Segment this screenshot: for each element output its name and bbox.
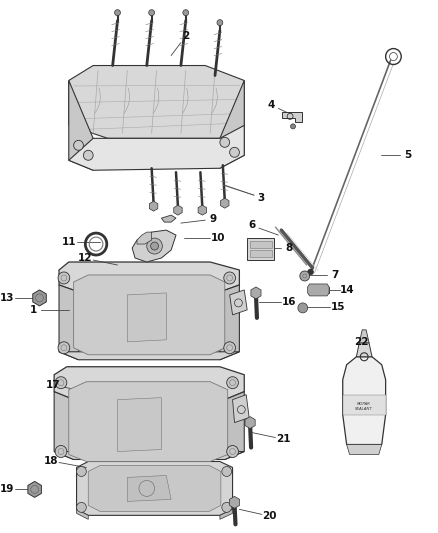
Polygon shape — [77, 462, 233, 515]
Polygon shape — [74, 275, 225, 355]
Circle shape — [115, 10, 120, 15]
Polygon shape — [127, 293, 166, 342]
Circle shape — [58, 342, 70, 354]
Text: 14: 14 — [340, 285, 355, 295]
Polygon shape — [28, 481, 42, 497]
Polygon shape — [161, 215, 176, 222]
Polygon shape — [54, 392, 74, 459]
Text: 10: 10 — [211, 233, 225, 243]
Polygon shape — [233, 394, 249, 423]
Polygon shape — [221, 198, 229, 208]
Circle shape — [298, 303, 307, 313]
Text: 5: 5 — [404, 150, 412, 160]
Circle shape — [58, 272, 70, 284]
Polygon shape — [54, 451, 244, 459]
Polygon shape — [33, 290, 46, 306]
Text: 9: 9 — [209, 214, 216, 224]
Polygon shape — [346, 445, 382, 455]
Text: 21: 21 — [276, 434, 290, 444]
Text: 18: 18 — [44, 456, 59, 466]
Circle shape — [217, 20, 223, 26]
Bar — [250, 241, 272, 248]
Text: 19: 19 — [0, 484, 14, 495]
Circle shape — [300, 271, 310, 281]
Text: 15: 15 — [331, 302, 345, 312]
Circle shape — [147, 238, 162, 254]
Circle shape — [151, 242, 159, 250]
Circle shape — [55, 446, 67, 457]
Polygon shape — [137, 232, 152, 244]
Circle shape — [55, 377, 67, 389]
Polygon shape — [220, 285, 240, 360]
Text: 4: 4 — [268, 100, 275, 110]
Text: 2: 2 — [182, 31, 189, 41]
Text: 12: 12 — [78, 254, 93, 263]
Polygon shape — [198, 205, 207, 215]
Circle shape — [307, 269, 314, 275]
Circle shape — [77, 466, 86, 477]
Circle shape — [220, 138, 230, 147]
Polygon shape — [343, 357, 385, 445]
Polygon shape — [225, 392, 244, 459]
Bar — [250, 250, 272, 257]
Polygon shape — [149, 201, 158, 211]
Text: 16: 16 — [282, 297, 297, 307]
Polygon shape — [77, 510, 88, 519]
Polygon shape — [282, 112, 302, 123]
Circle shape — [183, 10, 189, 15]
Polygon shape — [307, 284, 329, 296]
Polygon shape — [251, 287, 261, 299]
Polygon shape — [117, 398, 161, 451]
Polygon shape — [127, 475, 171, 502]
Polygon shape — [59, 352, 240, 360]
Polygon shape — [54, 367, 244, 400]
Circle shape — [227, 446, 238, 457]
Polygon shape — [59, 285, 78, 360]
Text: 7: 7 — [331, 270, 339, 280]
Circle shape — [149, 10, 155, 15]
Polygon shape — [59, 262, 240, 292]
Circle shape — [222, 466, 232, 477]
Polygon shape — [357, 343, 372, 357]
Text: 11: 11 — [61, 237, 76, 247]
Polygon shape — [69, 382, 228, 462]
Bar — [247, 238, 275, 260]
Circle shape — [224, 342, 236, 354]
Text: 1: 1 — [30, 305, 37, 315]
Text: 17: 17 — [46, 380, 60, 390]
Polygon shape — [69, 80, 93, 170]
Polygon shape — [69, 66, 244, 139]
Circle shape — [227, 377, 238, 389]
Bar — [343, 394, 385, 415]
Text: 13: 13 — [0, 293, 14, 303]
Text: 20: 20 — [262, 511, 277, 521]
Polygon shape — [69, 125, 244, 170]
Text: 6: 6 — [248, 221, 255, 230]
Polygon shape — [220, 80, 244, 168]
Polygon shape — [230, 290, 247, 315]
Circle shape — [83, 150, 93, 160]
Polygon shape — [245, 417, 255, 429]
Text: MOPAR
SEALANT: MOPAR SEALANT — [355, 402, 373, 411]
Polygon shape — [174, 205, 182, 215]
Polygon shape — [359, 330, 369, 343]
Polygon shape — [132, 230, 176, 262]
Circle shape — [77, 503, 86, 512]
Bar — [307, 287, 329, 293]
Circle shape — [224, 272, 236, 284]
Circle shape — [290, 124, 296, 129]
Text: 8: 8 — [286, 243, 293, 253]
Polygon shape — [230, 496, 240, 508]
Text: 22: 22 — [354, 337, 368, 347]
Circle shape — [74, 140, 83, 150]
Polygon shape — [88, 465, 221, 511]
Circle shape — [230, 147, 240, 157]
Text: 3: 3 — [258, 193, 265, 203]
Circle shape — [222, 503, 232, 512]
Polygon shape — [220, 510, 233, 519]
